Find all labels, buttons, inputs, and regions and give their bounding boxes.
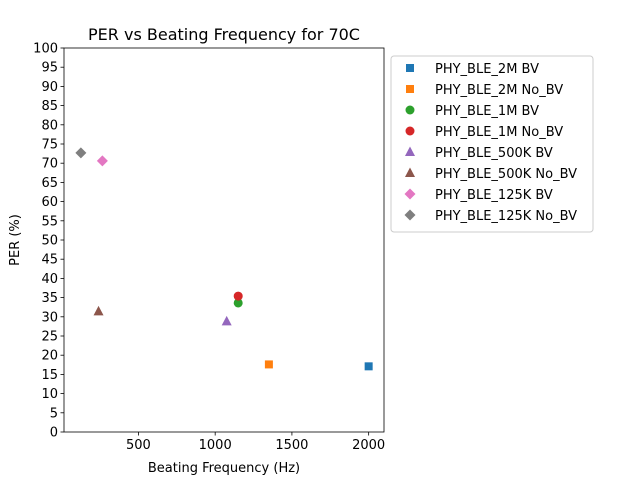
legend-label: PHY_BLE_500K BV	[435, 146, 553, 161]
legend-label: PHY_BLE_1M No_BV	[435, 125, 563, 140]
data-point	[233, 298, 243, 308]
y-tick-label: 65	[41, 176, 58, 191]
x-tick-label: 1000	[199, 438, 232, 453]
y-tick-label: 100	[33, 42, 58, 57]
legend-marker	[405, 126, 415, 136]
axes-frame	[63, 47, 385, 433]
chart-title: PER vs Beating Frequency for 70C	[88, 25, 360, 44]
data-point	[364, 362, 373, 371]
data-point	[75, 147, 87, 159]
y-tick-label: 20	[41, 349, 58, 364]
legend-marker	[405, 167, 415, 177]
data-point	[233, 291, 243, 301]
y-tick-label: 15	[41, 368, 58, 383]
legend: PHY_BLE_2M BV PHY_BLE_2M No_BV PHY_BLE_1M …	[390, 55, 594, 233]
y-tick-label: 60	[41, 195, 58, 210]
legend-box	[390, 55, 594, 233]
legend-marker	[406, 64, 414, 72]
y-tick-label: 70	[41, 157, 58, 172]
y-tick-label: 10	[41, 387, 58, 402]
x-tick-label: 1500	[275, 438, 308, 453]
plot-area: 0 5 10 15 20 25 30 35 40 45 50 55 60 65 70 75 80 85 90 95 10…	[33, 42, 385, 454]
y-tick-label: 75	[41, 138, 58, 153]
legend-marker	[406, 85, 414, 93]
y-tick-label: 80	[41, 118, 58, 133]
data-point	[264, 360, 273, 369]
legend-label: PHY_BLE_2M No_BV	[435, 83, 563, 98]
x-axis-label: Beating Frequency (Hz)	[148, 461, 300, 476]
y-axis-label: PER (%)	[8, 214, 23, 266]
y-tick-label: 90	[41, 80, 58, 95]
data-point	[96, 155, 108, 167]
legend-label: PHY_BLE_125K No_BV	[435, 209, 577, 224]
legend-label: PHY_BLE_2M BV	[435, 62, 539, 77]
y-tick-label: 55	[41, 214, 58, 229]
y-tick-label: 85	[41, 99, 58, 114]
legend-marker	[405, 146, 415, 156]
y-tick-label: 45	[41, 253, 58, 268]
y-tick-label: 50	[41, 234, 58, 249]
y-tick-label: 40	[41, 272, 58, 287]
legend-label: PHY_BLE_500K No_BV	[435, 167, 577, 182]
legend-label: PHY_BLE_1M BV	[435, 104, 539, 119]
y-tick-label: 0	[50, 426, 58, 441]
y-tick-label: 5	[50, 406, 58, 421]
legend-marker	[404, 209, 416, 221]
y-tick-label: 30	[41, 310, 58, 325]
x-tick-label: 500	[126, 438, 151, 453]
legend-marker	[405, 105, 415, 115]
legend-label: PHY_BLE_125K BV	[435, 188, 553, 203]
y-tick-label: 95	[41, 61, 58, 76]
data-point	[221, 315, 232, 326]
data-point	[93, 305, 104, 316]
x-tick-label: 2000	[352, 438, 385, 453]
y-tick-label: 35	[41, 291, 58, 306]
y-tick-label: 25	[41, 330, 58, 345]
legend-marker	[404, 188, 416, 200]
